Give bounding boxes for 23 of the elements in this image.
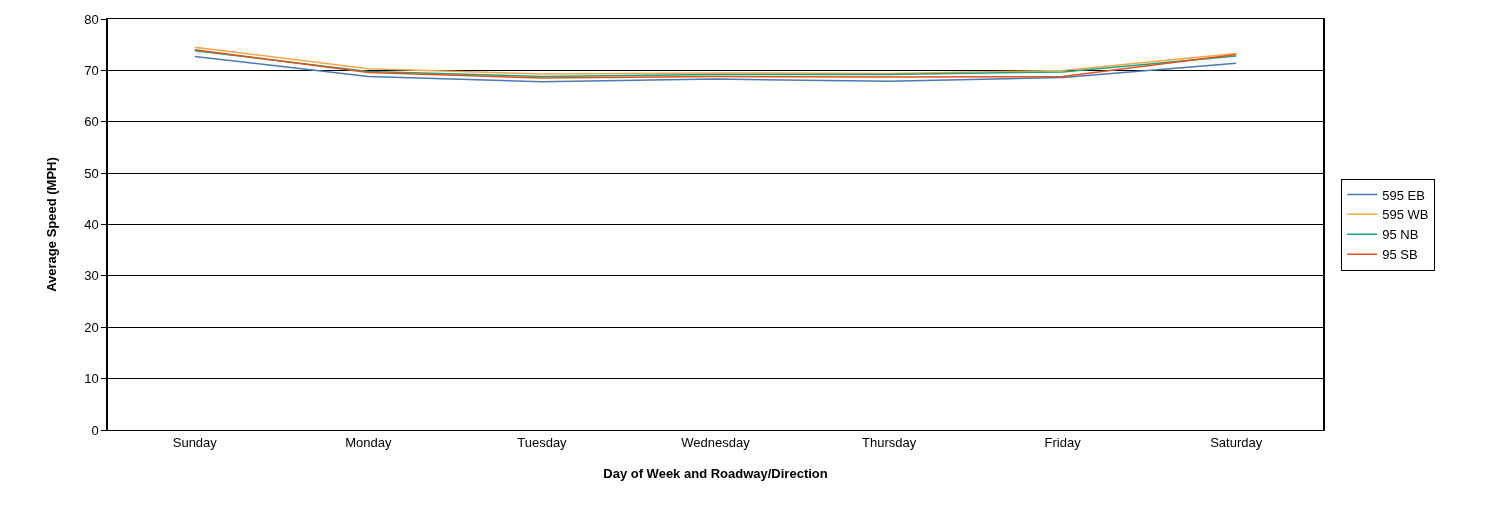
y-tick-label: 0	[91, 422, 99, 438]
x-tick-label: Wednesday	[681, 434, 751, 450]
x-tick-label: Friday	[1044, 434, 1082, 450]
y-tick-label: 20	[84, 319, 99, 335]
x-tick-label: Monday	[345, 434, 392, 450]
legend-label: 95 SB	[1382, 247, 1418, 263]
y-tick-label: 50	[84, 165, 99, 181]
y-tick-label: 60	[84, 114, 99, 130]
y-axis-title: Average Speed (MPH)	[43, 157, 59, 292]
x-axis-title: Day of Week and Roadway/Direction	[603, 466, 828, 482]
legend-label: 595 EB	[1382, 187, 1425, 203]
legend-label: 595 WB	[1382, 207, 1429, 223]
x-tick-label: Sunday	[172, 434, 218, 450]
legend-label: 95 NB	[1382, 227, 1419, 243]
x-tick-label: Saturday	[1210, 434, 1263, 450]
y-tick-label: 80	[84, 11, 99, 27]
y-tick-label: 30	[84, 268, 99, 284]
line-series	[194, 55, 1237, 83]
x-tick-label: Tuesday	[517, 434, 568, 450]
y-tick-label: 70	[84, 62, 99, 78]
y-tick-label: 10	[84, 371, 99, 387]
x-tick-label: Thursday	[861, 434, 917, 450]
y-tick-label: 40	[84, 217, 99, 233]
